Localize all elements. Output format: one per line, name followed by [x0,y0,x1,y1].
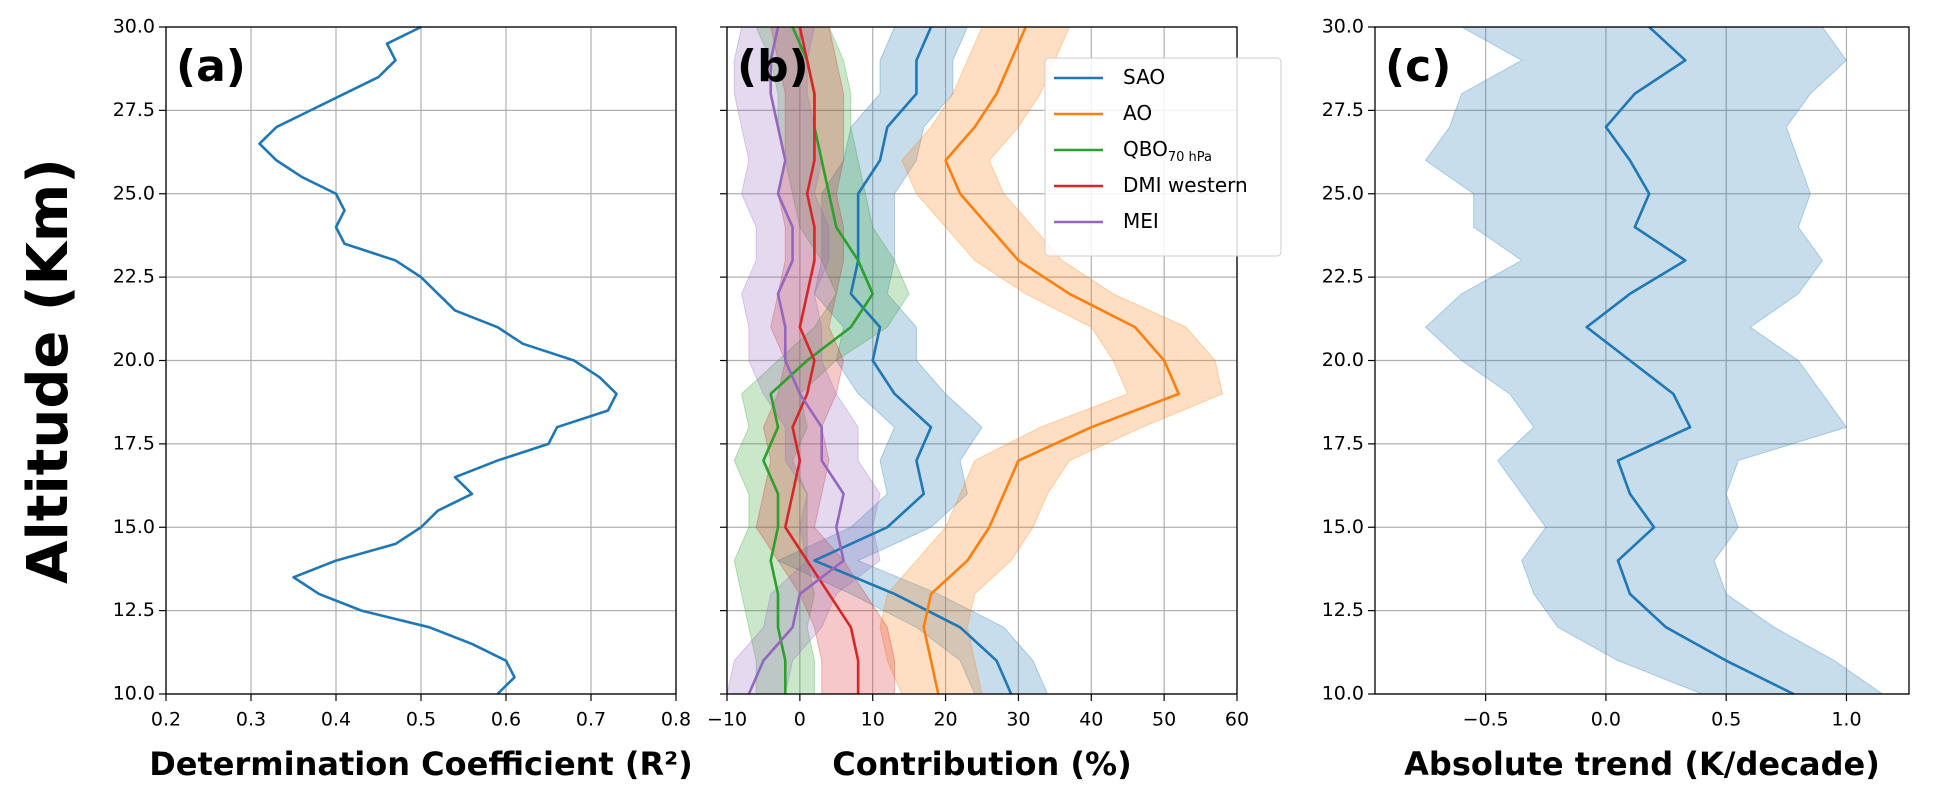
y-tick-label: 15.0 [1322,516,1364,538]
x-tick-label: 0.6 [491,709,521,731]
line [762,26,875,694]
legend-name: DMI western [1123,173,1248,197]
y-tick-label: 22.5 [113,266,155,288]
legend-name: QBO [1123,137,1168,161]
y-tick-label: 25.0 [113,182,155,204]
panel-label: (a) [176,41,246,92]
panel-label: (c) [1385,41,1451,92]
panel-label: (b) [737,41,809,92]
line [813,26,1013,695]
x-tick-label: 40 [1079,709,1103,731]
y-tick-label: 27.5 [1322,99,1364,121]
x-tick-label: 0.5 [406,709,436,731]
plot-frame [726,26,1238,695]
x-tick-label: 0.7 [576,709,606,731]
line [258,25,618,695]
y-tick-label: 25.0 [1322,182,1364,204]
legend-label: QBO70 hPa [1123,137,1212,165]
line [783,26,860,694]
x-axis-title: Absolute trend (K/decade) [1404,745,1880,783]
y-tick-label: 10.0 [113,683,155,705]
x-tick-label: 20 [933,709,957,731]
y-tick-label: 10.0 [1322,683,1364,705]
x-tick-label: 0.5 [1711,709,1741,731]
y-tick-label: 12.5 [1322,599,1364,621]
y-tick-label: 30.0 [113,16,155,38]
y-tick-label: 17.5 [1322,432,1364,454]
y-axis-title: Altitude (Km) [16,158,81,584]
x-tick-label: 1.0 [1831,709,1861,731]
x-tick-label: 10 [861,709,885,731]
legend-name: SAO [1123,65,1165,89]
y-tick-label: 22.5 [1322,266,1364,288]
line [922,26,1181,695]
x-axis-title: Determination Coefficient (R²) [149,745,693,783]
legend-box [1044,57,1282,257]
x-axis-title: Contribution (%) [832,745,1131,783]
y-tick-label: 27.5 [113,99,155,121]
plot-frame [165,26,677,695]
x-tick-label: 0.3 [236,709,266,731]
x-tick-label: 30 [1006,709,1030,731]
line [747,26,845,695]
x-tick-label: 0.8 [661,709,691,731]
legend-name: MEI [1123,209,1159,233]
legend-label: SAO [1123,65,1165,89]
x-tick-label: 50 [1152,709,1176,731]
x-tick-label: −10 [707,709,747,731]
plot-frame [1374,26,1910,695]
legend-label: AO [1123,101,1152,125]
y-tick-label: 15.0 [113,516,155,538]
x-tick-label: 0.2 [151,709,181,731]
y-tick-label: 20.0 [1322,349,1364,371]
legend-name: AO [1123,101,1152,125]
legend-label: MEI [1123,209,1159,233]
x-tick-label: 0.4 [321,709,351,731]
y-tick-label: 12.5 [113,599,155,621]
legend-label: DMI western [1123,173,1248,197]
x-tick-label: −0.5 [1463,709,1509,731]
x-tick-label: 0.0 [1591,709,1621,731]
line [1585,26,1795,696]
x-tick-label: 60 [1225,709,1249,731]
x-tick-label: 0 [794,709,806,731]
y-tick-label: 17.5 [113,432,155,454]
y-tick-label: 20.0 [113,349,155,371]
y-tick-label: 30.0 [1322,16,1364,38]
legend-subscript: 70 hPa [1168,150,1212,165]
